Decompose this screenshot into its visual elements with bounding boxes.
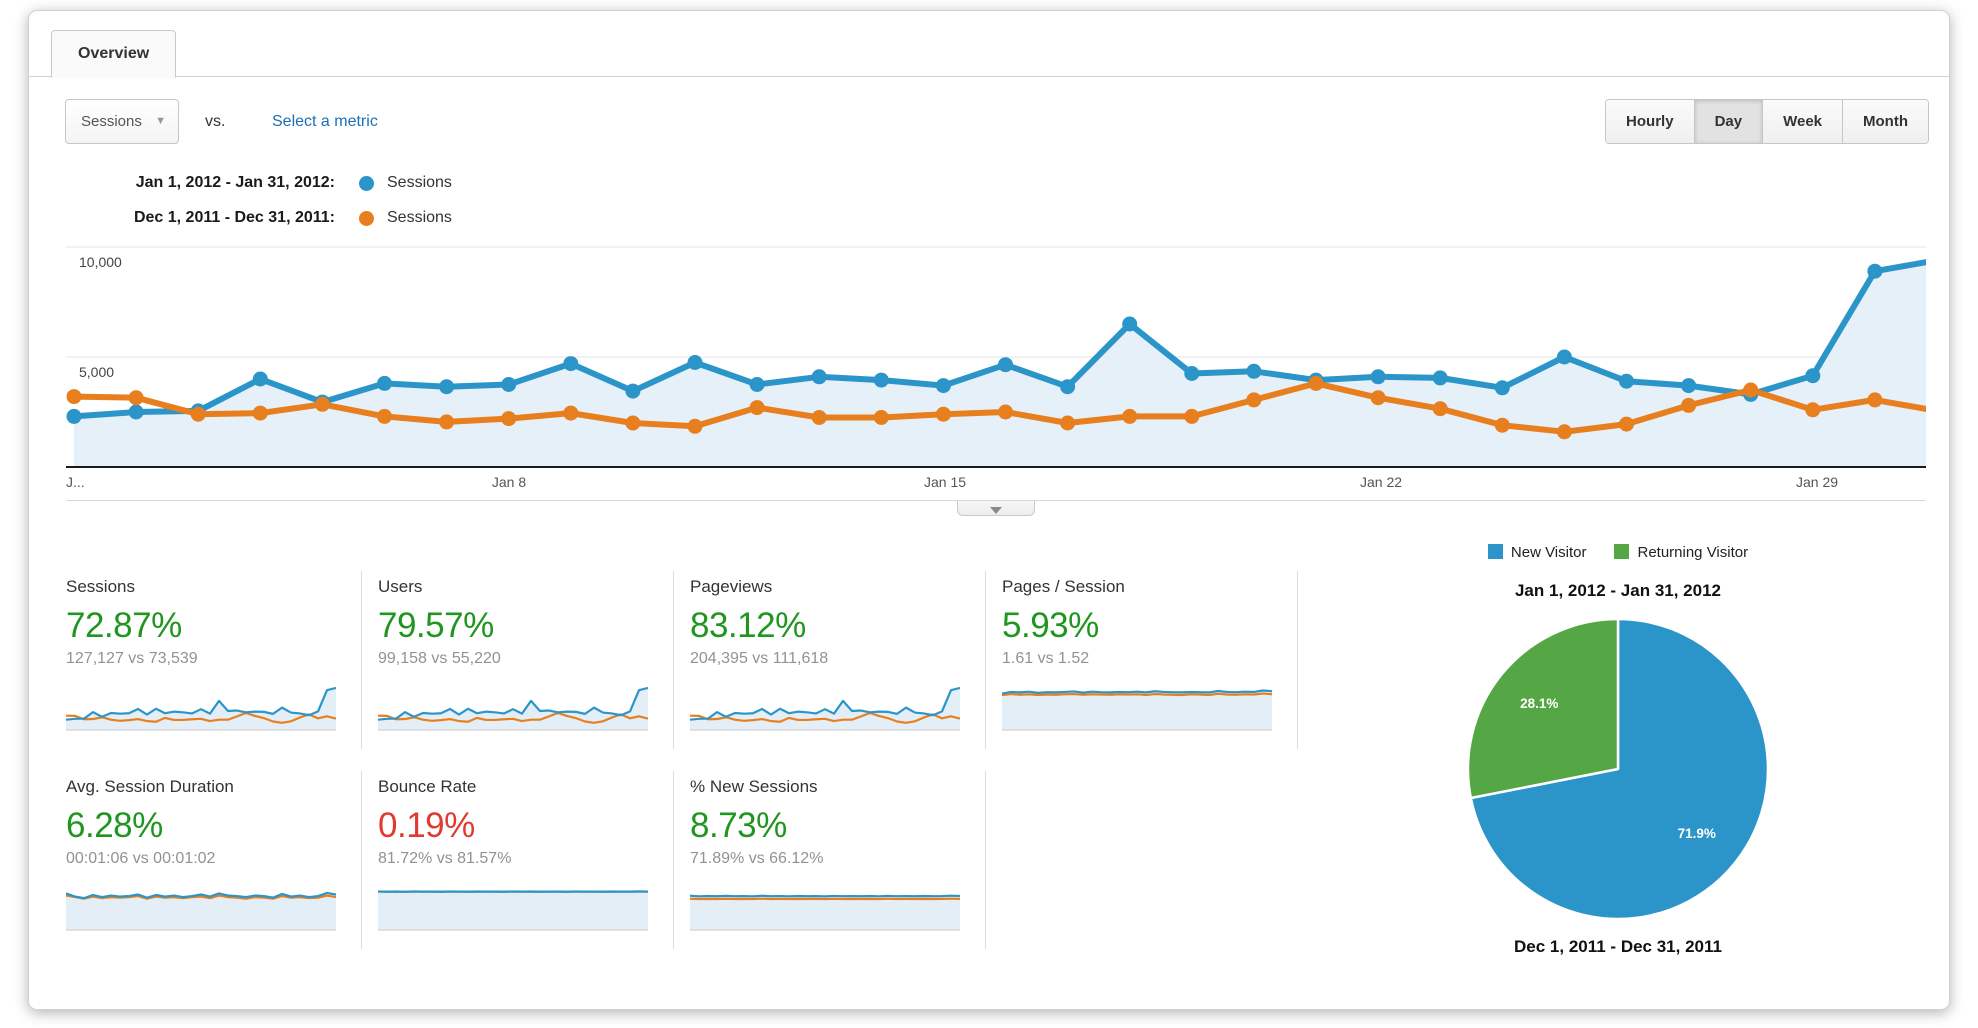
vs-label: vs. <box>205 113 226 130</box>
chart-bottom-rule <box>66 500 1926 501</box>
metric-comparison: 81.72% vs 81.57% <box>378 850 512 867</box>
metric-sparkline <box>66 686 336 731</box>
legend-series-label: Sessions <box>387 174 452 191</box>
granularity-hourly-button[interactable]: Hourly <box>1606 100 1695 143</box>
pie-legend-label: Returning Visitor <box>1637 543 1749 561</box>
metric-sparkline <box>690 686 960 731</box>
metric-title: Pageviews <box>690 577 773 596</box>
metric-title: Sessions <box>66 577 135 596</box>
svg-text:28.1%: 28.1% <box>1520 696 1558 711</box>
pie-legend: New Visitor Returning Visitor <box>1408 541 1828 563</box>
metric-change: 83.12% <box>690 606 806 645</box>
metric-sparkline <box>378 890 648 931</box>
tab-overview[interactable]: Overview <box>51 30 177 78</box>
metric-title: Users <box>378 577 423 596</box>
metric-change: 6.28% <box>66 806 163 845</box>
legend-swatch-icon <box>1614 543 1630 559</box>
metric-card-users: Users 79.57% 99,158 vs 55,220 <box>378 571 674 749</box>
metric-change: 72.87% <box>66 606 182 645</box>
visitor-type-pie-chart: 71.9% 28.1% <box>1466 617 1770 921</box>
metric-change: 5.93% <box>1002 606 1099 645</box>
metric-title: Avg. Session Duration <box>66 777 234 796</box>
x-axis-tick: Jan 29 <box>1795 474 1839 490</box>
metric-comparison: 00:01:06 vs 00:01:02 <box>66 850 216 867</box>
metric-comparison: 204,395 vs 111,618 <box>690 650 829 667</box>
analytics-overview-panel: Overview Sessions ▼ vs. Select a metric … <box>28 10 1950 1010</box>
select-a-metric-link[interactable]: Select a metric <box>272 113 378 130</box>
metric-title: % New Sessions <box>690 777 818 796</box>
metric-sparkline <box>66 891 336 931</box>
legend-series-label: Sessions <box>387 209 452 226</box>
pie-title-date-range: Jan 1, 2012 - Jan 31, 2012 <box>1514 581 1722 600</box>
series-legend-previous: Dec 1, 2011 - Dec 31, 2011: Sessions <box>57 203 452 233</box>
granularity-button-group: Hourly Day Week Month <box>1605 99 1929 144</box>
metric-card-pages-per-session: Pages / Session 5.93% 1.61 vs 1.52 <box>1002 571 1298 749</box>
metric-comparison: 99,158 vs 55,220 <box>378 650 501 667</box>
granularity-week-button[interactable]: Week <box>1763 100 1844 143</box>
chevron-down-icon <box>990 507 1002 514</box>
metric-change: 79.57% <box>378 606 494 645</box>
metric-comparison: 71.89% vs 66.12% <box>690 850 824 867</box>
metric-card-sessions: Sessions 72.87% 127,127 vs 73,539 <box>66 571 362 749</box>
legend-date-range: Dec 1, 2011 - Dec 31, 2011: <box>133 209 335 226</box>
legend-swatch-icon <box>1487 543 1503 559</box>
pie-footer-date-range: Dec 1, 2011 - Dec 31, 2011 <box>1514 937 1722 956</box>
svg-text:71.9%: 71.9% <box>1678 826 1716 841</box>
metric-comparison: 127,127 vs 73,539 <box>66 650 198 667</box>
metric-change: 8.73% <box>690 806 787 845</box>
x-axis-tick: Jan 15 <box>923 474 967 490</box>
metric-title: Pages / Session <box>1002 577 1125 596</box>
metric-sparkline <box>690 894 960 931</box>
metric-card-percent-new-sessions: % New Sessions 8.73% 71.89% vs 66.12% <box>690 771 986 949</box>
tab-divider-rule <box>29 76 1949 77</box>
metric-sparkline <box>378 686 648 731</box>
metric-change: 0.19% <box>378 806 475 845</box>
x-axis-tick: J... <box>66 474 85 490</box>
metric-card-avg-session-duration: Avg. Session Duration 6.28% 00:01:06 vs … <box>66 771 362 949</box>
y-axis-tick-10000: 10,000 <box>79 254 122 270</box>
metric-dropdown[interactable]: Sessions ▼ <box>65 99 179 144</box>
chart-collapse-handle[interactable] <box>957 501 1035 516</box>
granularity-month-button[interactable]: Month <box>1843 100 1928 143</box>
metric-card-row: Sessions 72.87% 127,127 vs 73,539 Users … <box>66 571 1314 749</box>
metric-card-pageviews: Pageviews 83.12% 204,395 vs 111,618 <box>690 571 986 749</box>
chevron-down-icon: ▼ <box>155 115 166 127</box>
series-dot-icon <box>359 210 374 226</box>
pie-legend-item-new-visitor: New Visitor <box>1487 543 1587 561</box>
metric-title: Bounce Rate <box>378 777 477 796</box>
metric-card-bounce-rate: Bounce Rate 0.19% 81.72% vs 81.57% <box>378 771 674 949</box>
x-axis-tick: Jan 8 <box>491 474 527 490</box>
metric-dropdown-value: Sessions <box>81 113 142 130</box>
series-legend-current: Jan 1, 2012 - Jan 31, 2012: Sessions <box>57 168 452 198</box>
legend-date-range: Jan 1, 2012 - Jan 31, 2012: <box>135 174 335 191</box>
metric-sparkline <box>1002 689 1272 731</box>
pie-legend-label: New Visitor <box>1510 543 1587 561</box>
metric-comparison: 1.61 vs 1.52 <box>1002 650 1090 667</box>
metric-card-row: Avg. Session Duration 6.28% 00:01:06 vs … <box>66 771 1002 949</box>
y-axis-tick-5000: 5,000 <box>79 364 115 380</box>
sessions-timeline-chart <box>66 246 1926 468</box>
series-dot-icon <box>359 175 374 191</box>
granularity-day-button[interactable]: Day <box>1694 100 1764 143</box>
x-axis-tick: Jan 22 <box>1359 474 1403 490</box>
visitor-type-pie-block: New Visitor Returning Visitor Jan 1, 201… <box>1408 541 1828 957</box>
pie-legend-item-returning-visitor: Returning Visitor <box>1614 543 1749 561</box>
